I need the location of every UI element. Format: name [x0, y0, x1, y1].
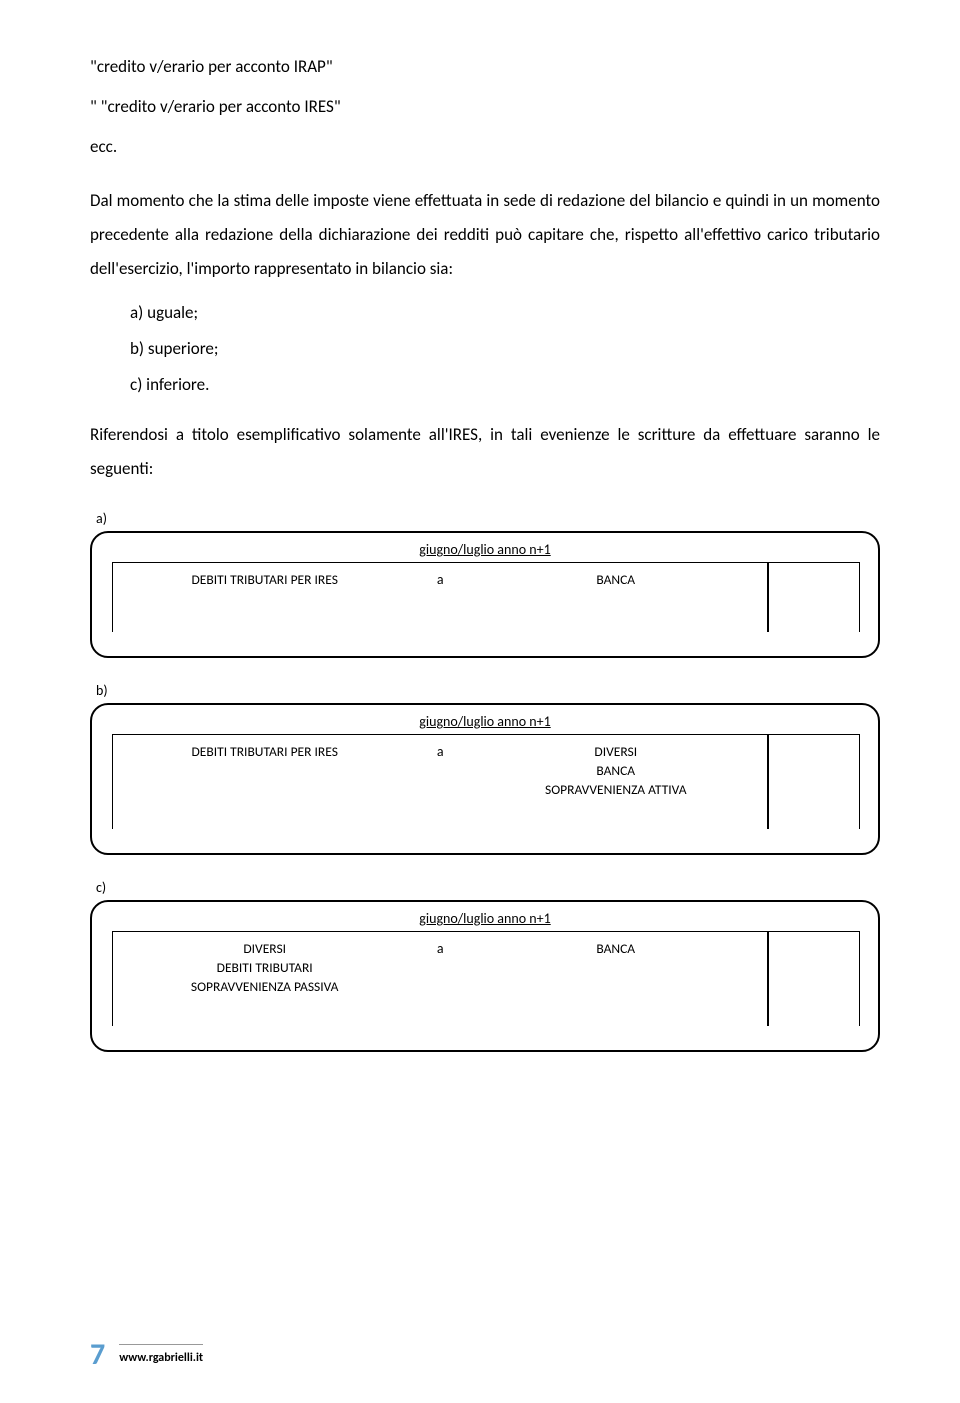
options-list: a) uguale; b) superiore; c) inferiore. [90, 296, 880, 402]
paragraph-1: Dal momento che la stima delle imposte v… [90, 184, 880, 286]
entry-c-header: giugno/luglio anno n+1 [112, 910, 858, 927]
entry-c-credit: BANCA [470, 931, 768, 1026]
entry-a-credit: BANCA [470, 562, 768, 632]
entry-a-mid: a [410, 562, 470, 632]
entry-b-grid: DEBITI TRIBUTARI PER IRES a DIVERSI BANC… [112, 734, 858, 829]
intro-line-1: "credito v/erario per acconto IRAP" [90, 50, 880, 84]
entry-b-debit: DEBITI TRIBUTARI PER IRES [112, 734, 410, 829]
entry-b-amt-right [814, 734, 860, 829]
entry-c-mid: a [410, 931, 470, 1026]
entry-a-box: giugno/luglio anno n+1 DEBITI TRIBUTARI … [90, 531, 880, 658]
entry-b-mid: a [410, 734, 470, 829]
intro-line-3: ecc. [90, 130, 880, 164]
entry-c-grid: DIVERSI DEBITI TRIBUTARI SOPRAVVENIENZA … [112, 931, 858, 1026]
entry-c-debit: DIVERSI DEBITI TRIBUTARI SOPRAVVENIENZA … [112, 931, 410, 1026]
intro-block: "credito v/erario per acconto IRAP" " "c… [90, 50, 880, 164]
entry-a-grid: DEBITI TRIBUTARI PER IRES a BANCA [112, 562, 858, 632]
entry-a-header: giugno/luglio anno n+1 [112, 541, 858, 558]
paragraph-2: Riferendosi a titolo esemplificativo sol… [90, 418, 880, 486]
page-footer: 7 www.rgabrielli.it [90, 1336, 203, 1373]
entry-c: c) giugno/luglio anno n+1 DIVERSI DEBITI… [90, 879, 880, 1052]
option-a: a) uguale; [130, 296, 880, 330]
entry-c-amt-left [768, 931, 814, 1026]
footer-url: www.rgabrielli.it [119, 1351, 203, 1365]
entry-a-amt-left [768, 562, 814, 632]
option-b: b) superiore; [130, 332, 880, 366]
entry-b-credit: DIVERSI BANCA SOPRAVVENIENZA ATTIVA [470, 734, 768, 829]
entry-a: a) giugno/luglio anno n+1 DEBITI TRIBUTA… [90, 510, 880, 658]
footer-divider: www.rgabrielli.it [119, 1344, 203, 1366]
entry-a-label: a) [96, 510, 880, 527]
entry-c-box: giugno/luglio anno n+1 DIVERSI DEBITI TR… [90, 900, 880, 1052]
entry-b: b) giugno/luglio anno n+1 DEBITI TRIBUTA… [90, 682, 880, 855]
entry-b-amt-left [768, 734, 814, 829]
page-number: 7 [90, 1336, 105, 1373]
entry-b-header: giugno/luglio anno n+1 [112, 713, 858, 730]
option-c: c) inferiore. [130, 368, 880, 402]
entry-a-amt-right [814, 562, 860, 632]
document-page: "credito v/erario per acconto IRAP" " "c… [0, 0, 960, 1403]
entry-b-box: giugno/luglio anno n+1 DEBITI TRIBUTARI … [90, 703, 880, 855]
entry-c-label: c) [96, 879, 880, 896]
entry-c-amt-right [814, 931, 860, 1026]
entry-b-label: b) [96, 682, 880, 699]
intro-line-2: " "credito v/erario per acconto IRES" [90, 90, 880, 124]
entry-a-debit: DEBITI TRIBUTARI PER IRES [112, 562, 410, 632]
